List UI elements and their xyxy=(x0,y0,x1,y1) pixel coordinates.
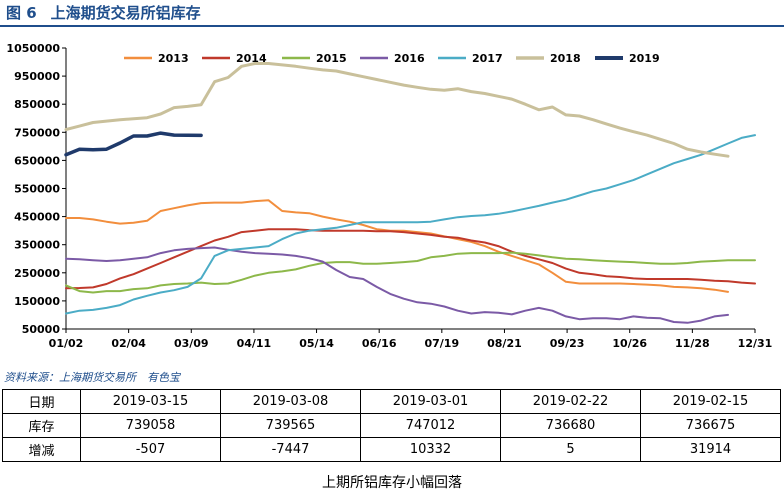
legend-label-2015: 2015 xyxy=(316,52,347,65)
x-tick-label: 08/21 xyxy=(487,337,522,350)
x-tick-label: 07/19 xyxy=(424,337,459,350)
x-tick-label: 02/04 xyxy=(111,337,146,350)
y-tick-label: 750000 xyxy=(14,126,60,139)
table-cell: 5 xyxy=(500,437,641,462)
y-tick-label: 250000 xyxy=(14,267,60,280)
x-tick-label: 12/31 xyxy=(738,337,773,350)
figure-title-text: 上海期货交易所铝库存 xyxy=(50,4,201,22)
table-cell: 739565 xyxy=(220,413,361,438)
series-line-2018 xyxy=(64,62,730,158)
x-tick-label: 11/28 xyxy=(675,337,710,350)
figure-title: 图 6 上海期货交易所铝库存 xyxy=(6,2,201,23)
table-header-row: 日期 2019-03-15 2019-03-08 2019-03-01 2019-02-… xyxy=(2,389,781,414)
table-cell: 2019-03-01 xyxy=(360,389,501,414)
legend-label-2018: 2018 xyxy=(550,52,581,65)
x-tick-label: 06/16 xyxy=(362,337,397,350)
table-row: 库存 739058 739565 747012 736680 736675 xyxy=(2,413,781,438)
legend-label-2013: 2013 xyxy=(158,52,189,65)
table-cell: 2019-02-15 xyxy=(640,389,781,414)
y-tick-label: 150000 xyxy=(14,295,60,308)
y-tick-label: 450000 xyxy=(14,211,60,224)
legend-label-2019: 2019 xyxy=(629,52,660,65)
row-header-cell: 库存 xyxy=(2,413,81,438)
table-cell: 2019-03-08 xyxy=(220,389,361,414)
y-tick-label: 950000 xyxy=(14,70,60,83)
table-cell: 31914 xyxy=(640,437,781,462)
table-cell: 10332 xyxy=(360,437,501,462)
title-rule xyxy=(0,25,784,27)
y-tick-label: 50000 xyxy=(22,323,61,336)
row-header-cell: 日期 xyxy=(2,389,81,414)
table-cell: 2019-03-15 xyxy=(80,389,221,414)
series-line-2019 xyxy=(64,131,203,157)
table-cell: -507 xyxy=(80,437,221,462)
legend-label-2016: 2016 xyxy=(394,52,425,65)
source-note: 资料来源：上海期货交易所 有色宝 xyxy=(4,371,180,384)
table-cell: 2019-02-22 xyxy=(500,389,641,414)
figure-caption: 上期所铝库存小幅回落 xyxy=(322,475,462,491)
inventory-table: 日期 2019-03-15 2019-03-08 2019-03-01 2019-02-… xyxy=(2,389,781,462)
table-cell: 736675 xyxy=(640,413,781,438)
legend-label-2014: 2014 xyxy=(236,52,267,65)
table-cell: 736680 xyxy=(500,413,641,438)
y-tick-label: 350000 xyxy=(14,239,60,252)
x-tick-label: 05/14 xyxy=(299,337,334,350)
y-tick-label: 850000 xyxy=(14,98,60,111)
table-cell: 739058 xyxy=(80,413,221,438)
series-line-2015 xyxy=(65,251,756,294)
series-line-2014 xyxy=(65,228,756,290)
inventory-line-chart: 50000 150000 250000 350000 450000 550000 65000… xyxy=(6,42,773,350)
x-tick-label: 09/23 xyxy=(550,337,585,350)
y-tick-label: 1050000 xyxy=(6,42,60,55)
x-tick-label: 10/26 xyxy=(612,337,647,350)
table-cell: -7447 xyxy=(220,437,361,462)
series-line-2016 xyxy=(65,246,729,324)
table-cell: 747012 xyxy=(360,413,501,438)
row-header-cell: 增减 xyxy=(2,437,81,462)
legend-label-2017: 2017 xyxy=(472,52,503,65)
table-row: 增减 -507 -7447 10332 5 31914 xyxy=(2,437,781,462)
y-tick-label: 550000 xyxy=(14,183,60,196)
x-tick-label: 01/02 xyxy=(49,337,84,350)
series-line-2017 xyxy=(65,134,756,315)
figure-number: 图 6 xyxy=(6,4,37,22)
x-tick-label: 03/09 xyxy=(174,337,209,350)
y-tick-label: 650000 xyxy=(14,154,60,167)
x-tick-label: 04/11 xyxy=(237,337,272,350)
